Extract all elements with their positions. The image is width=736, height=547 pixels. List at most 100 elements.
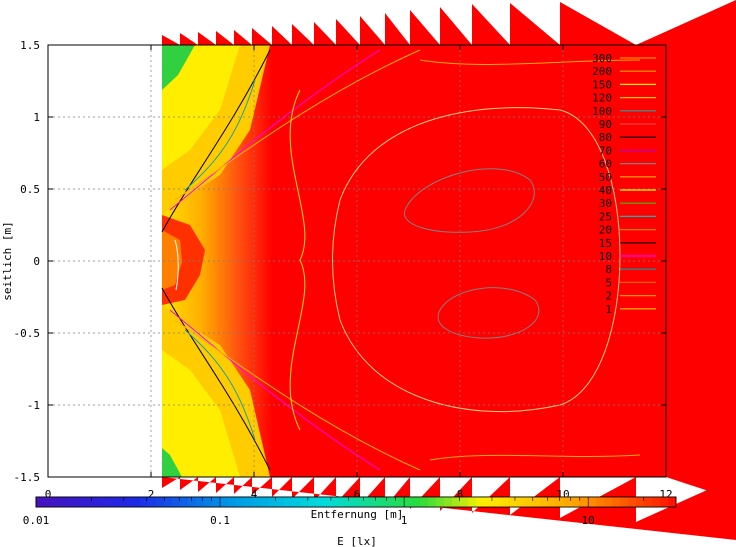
colorbar-cell xyxy=(380,497,389,507)
colorbar-cell xyxy=(140,497,149,507)
legend-label: 10 xyxy=(599,250,612,263)
legend-label: 25 xyxy=(599,210,612,223)
colorbar-cell xyxy=(452,497,461,507)
colorbar-cell xyxy=(172,497,181,507)
colorbar-cell xyxy=(572,497,581,507)
legend-label: 1 xyxy=(605,303,612,316)
y-tick-label: -1 xyxy=(27,399,40,412)
colorbar-cell xyxy=(92,497,101,507)
x-tick-label: 2 xyxy=(148,488,155,501)
contour-legend: 3002001501201009080706050403025201510852… xyxy=(592,52,656,316)
colorbar-cell xyxy=(340,497,349,507)
colorbar-cell xyxy=(212,497,221,507)
legend-label: 20 xyxy=(599,224,612,237)
colorbar-cell xyxy=(636,497,645,507)
y-tick-label: -1.5 xyxy=(14,471,41,484)
colorbar-cell xyxy=(236,497,245,507)
colorbar-cell xyxy=(556,497,565,507)
colorbar-cell xyxy=(580,497,589,507)
colorbar-cell xyxy=(188,497,197,507)
colorbar-cell xyxy=(204,497,213,507)
x-tick-label: 0 xyxy=(45,488,52,501)
colorbar-cell xyxy=(36,497,45,507)
x-tick-label: 6 xyxy=(354,488,361,501)
colorbar-cell xyxy=(268,497,277,507)
colorbar-cell xyxy=(428,497,437,507)
y-tick-label: 0.5 xyxy=(20,183,40,196)
colorbar-cell xyxy=(148,497,157,507)
colorbar-cell xyxy=(308,497,317,507)
colorbar-cell xyxy=(404,497,413,507)
legend-label: 80 xyxy=(599,131,612,144)
legend-label: 200 xyxy=(592,65,612,78)
colorbar-cell xyxy=(420,497,429,507)
legend-label: 30 xyxy=(599,197,612,210)
colorbar-cell xyxy=(324,497,333,507)
legend-label: 50 xyxy=(599,171,612,184)
y-tick-label: 1.5 xyxy=(20,39,40,52)
colorbar-cell xyxy=(468,497,477,507)
colorbar-cell xyxy=(660,497,669,507)
colorbar-cell xyxy=(316,497,325,507)
y-tick-label: 0 xyxy=(33,255,40,268)
colorbar-cell xyxy=(532,497,541,507)
colorbar-tick-label: 0.01 xyxy=(23,514,50,527)
colorbar-tick-label: 1 xyxy=(401,514,408,527)
legend-label: 90 xyxy=(599,118,612,131)
colorbar-cell xyxy=(588,497,597,507)
colorbar-cell xyxy=(396,497,405,507)
colorbar-cell xyxy=(68,497,77,507)
legend-label: 120 xyxy=(592,92,612,105)
colorbar-cell xyxy=(260,497,269,507)
y-axis-ticks: 1.5 1 0.5 0 -0.5 -1 -1.5 xyxy=(14,39,666,484)
colorbar-cell xyxy=(164,497,173,507)
colorbar-cell xyxy=(388,497,397,507)
colorbar-cell xyxy=(76,497,85,507)
colorbar-cell xyxy=(332,497,341,507)
colorbar-cell xyxy=(460,497,469,507)
legend-label: 150 xyxy=(592,78,612,91)
colorbar-cell xyxy=(652,497,661,507)
colorbar-cell xyxy=(156,497,165,507)
colorbar-cell xyxy=(356,497,365,507)
colorbar-cell xyxy=(244,497,253,507)
colorbar-cell xyxy=(524,497,533,507)
legend-label: 300 xyxy=(592,52,612,65)
colorbar-tick-label: 0.1 xyxy=(210,514,230,527)
y-axis-label: seitlich [m] xyxy=(1,221,14,300)
colorbar-cell xyxy=(132,497,141,507)
colorbar-cell xyxy=(276,497,285,507)
colorbar-cell xyxy=(108,497,117,507)
colorbar-cell xyxy=(100,497,109,507)
y-tick-label: 1 xyxy=(33,111,40,124)
colorbar-cell xyxy=(44,497,53,507)
colorbar-cell xyxy=(508,497,517,507)
colorbar-cell xyxy=(196,497,205,507)
colorbar-cell xyxy=(124,497,133,507)
sawtooth-right xyxy=(666,20,736,500)
colorbar-cell xyxy=(612,497,621,507)
colorbar-cell xyxy=(252,497,261,507)
colorbar-cell xyxy=(116,497,125,507)
contour-lines xyxy=(161,49,641,471)
legend-label: 15 xyxy=(599,237,612,250)
legend-label: 5 xyxy=(605,276,612,289)
colorbar-cell xyxy=(300,497,309,507)
x-axis-label: Entfernung [m] xyxy=(311,508,404,521)
colorbar-cell xyxy=(228,497,237,507)
colorbar-cell xyxy=(564,497,573,507)
colorbar: 0.01 0.1 1 10 xyxy=(23,496,677,527)
colorbar-cell xyxy=(476,497,485,507)
sawtooth-top xyxy=(162,0,736,45)
colorbar-cell xyxy=(540,497,549,507)
colorbar-cell xyxy=(60,497,69,507)
colorbar-cell xyxy=(436,497,445,507)
colorbar-cell xyxy=(644,497,653,507)
legend-label: 2 xyxy=(605,290,612,303)
colorbar-cell xyxy=(500,497,509,507)
legend-label: 60 xyxy=(599,158,612,171)
colorbar-cell xyxy=(364,497,373,507)
colorbar-cell xyxy=(292,497,301,507)
colorbar-cell xyxy=(52,497,61,507)
colorbar-cell xyxy=(372,497,381,507)
